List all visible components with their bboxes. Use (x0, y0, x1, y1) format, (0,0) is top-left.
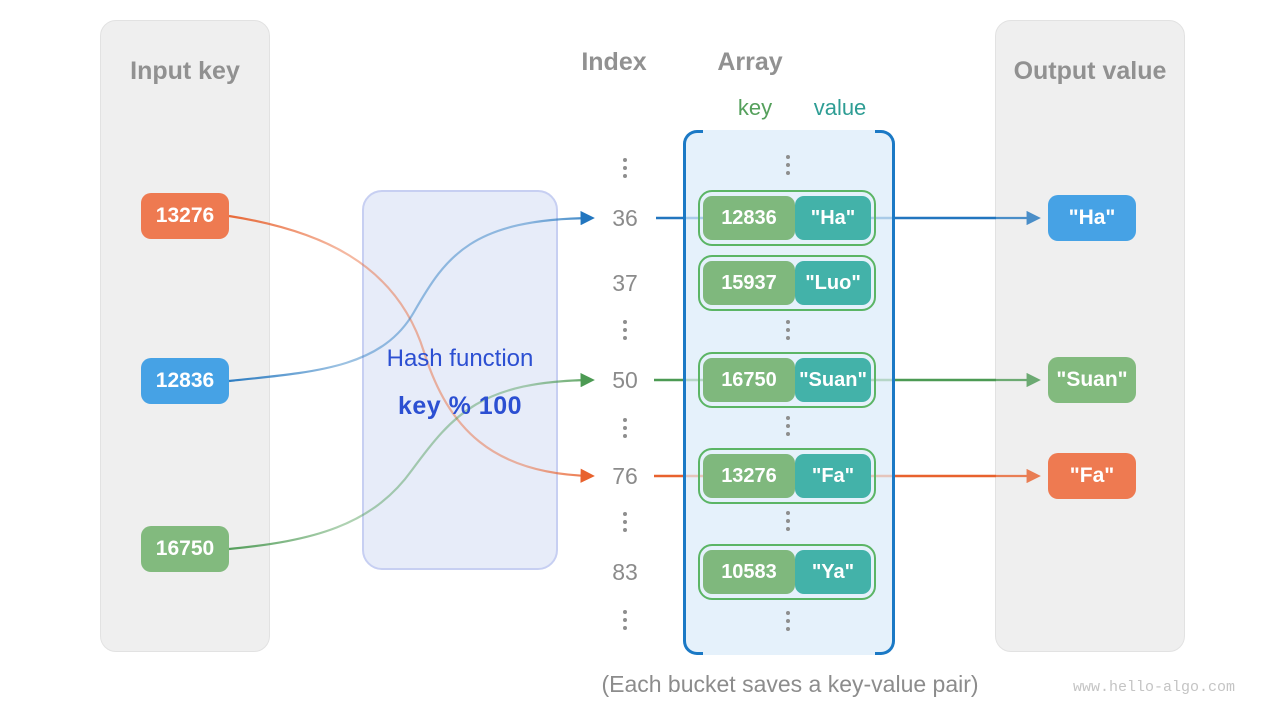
ellipsis-dots-icon (623, 320, 627, 340)
output-value-panel: Output value (995, 20, 1185, 652)
output-value-suan: "Suan" (1048, 357, 1136, 403)
index-76: 76 (612, 463, 638, 489)
ellipsis-dots-icon (786, 511, 790, 531)
bucket-50-value: "Suan" (795, 358, 871, 402)
ellipsis-dots-icon (786, 416, 790, 436)
ellipsis-dots-icon (623, 158, 627, 178)
ellipsis-dots-icon (623, 418, 627, 438)
index-36: 36 (612, 205, 638, 231)
output-value-ha: "Ha" (1048, 195, 1136, 241)
output-panel-title: Output value (1013, 57, 1167, 85)
bucket-76-key: 13276 (703, 454, 795, 498)
index-37: 37 (612, 270, 638, 296)
bucket-83: 10583 "Ya" (698, 544, 876, 600)
watermark-text: www.hello-algo.com (1072, 679, 1235, 696)
bucket-36-value: "Ha" (795, 196, 871, 240)
bucket-83-value: "Ya" (795, 550, 871, 594)
bucket-50: 16750 "Suan" (698, 352, 876, 408)
bucket-76: 13276 "Fa" (698, 448, 876, 504)
diagram-caption: (Each bucket saves a key-value pair) (601, 671, 979, 697)
hash-function-label: Hash function (386, 345, 534, 372)
hash-function-formula: key % 100 (397, 392, 523, 420)
bucket-83-key: 10583 (703, 550, 795, 594)
bucket-36: 12836 "Ha" (698, 190, 876, 246)
bucket-50-key: 16750 (703, 358, 795, 402)
hash-function-box (362, 190, 558, 570)
array-bracket-right (875, 130, 895, 655)
ellipsis-dots-icon (786, 320, 790, 340)
input-panel-title: Input key (130, 57, 240, 85)
array-header: Array (717, 48, 783, 76)
bucket-76-value: "Fa" (795, 454, 871, 498)
array-bracket-left (683, 130, 703, 655)
bucket-37: 15937 "Luo" (698, 255, 876, 311)
index-50: 50 (612, 367, 638, 393)
value-column-label: value (813, 95, 867, 120)
bucket-37-value: "Luo" (795, 261, 871, 305)
ellipsis-dots-icon (786, 155, 790, 175)
bucket-37-key: 15937 (703, 261, 795, 305)
input-key-16750: 16750 (141, 526, 229, 572)
index-header: Index (581, 48, 647, 76)
index-83: 83 (612, 559, 638, 585)
ellipsis-dots-icon (786, 611, 790, 631)
input-key-13276: 13276 (141, 193, 229, 239)
input-key-12836: 12836 (141, 358, 229, 404)
ellipsis-dots-icon (623, 512, 627, 532)
key-column-label: key (737, 95, 773, 120)
bucket-36-key: 12836 (703, 196, 795, 240)
ellipsis-dots-icon (623, 610, 627, 630)
output-value-fa: "Fa" (1048, 453, 1136, 499)
